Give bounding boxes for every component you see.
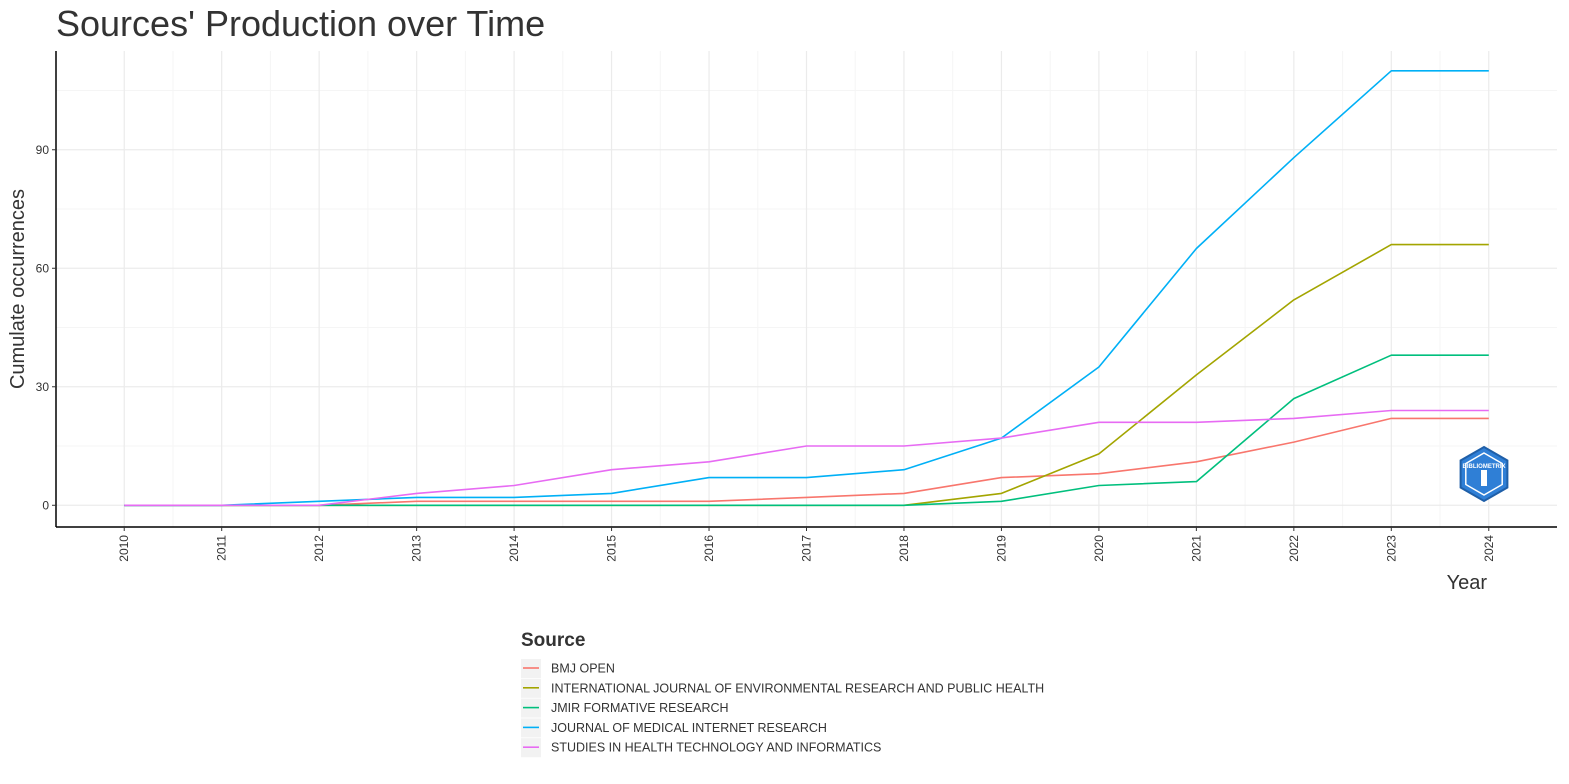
- x-tick-label: 2012: [312, 535, 326, 562]
- x-tick-label: 2023: [1384, 535, 1398, 562]
- x-tick-label: 2024: [1482, 535, 1496, 562]
- x-tick-label: 2020: [1092, 535, 1106, 562]
- x-tick-label: 2014: [507, 535, 521, 562]
- logo-inner-hexagon: [1465, 452, 1503, 496]
- x-tick-label: 2016: [702, 535, 716, 562]
- series-line-4: [124, 70, 1489, 507]
- x-tick-label: 2010: [117, 535, 131, 562]
- legend-label-2: INTERNATIONAL JOURNAL OF ENVIRONMENTAL R…: [551, 681, 1044, 695]
- series-line-3: [124, 354, 1489, 507]
- x-tick-label: 2018: [897, 535, 911, 562]
- legend-label-4: JOURNAL OF MEDICAL INTERNET RESEARCH: [551, 721, 827, 735]
- x-tick-label: 2022: [1287, 535, 1301, 562]
- y-tick-label: 90: [36, 143, 50, 157]
- series-line-5: [124, 409, 1489, 507]
- series-lines: [124, 70, 1489, 507]
- grid: [56, 51, 1557, 527]
- x-tick-label: 2019: [994, 535, 1008, 562]
- legend: Source BMJ OPEN INTERNATIONAL JOURNAL OF …: [521, 630, 1044, 758]
- legend-label-3: JMIR FORMATIVE RESEARCH: [551, 701, 729, 715]
- legend-label-1: BMJ OPEN: [551, 662, 615, 676]
- y-tick-label: 30: [36, 380, 50, 394]
- y-tick-label: 0: [42, 498, 49, 512]
- x-tick-label: 2021: [1189, 535, 1203, 562]
- x-tick-label: 2017: [800, 535, 814, 562]
- y-tick-label: 60: [36, 261, 50, 275]
- x-tick-label: 2011: [215, 535, 229, 561]
- legend-label-5: STUDIES IN HEALTH TECHNOLOGY AND INFORMA…: [551, 741, 881, 755]
- logo-tower-shape: [1481, 470, 1487, 486]
- legend-title: Source: [521, 630, 585, 651]
- series-line-1: [124, 417, 1489, 507]
- x-tick-label: 2015: [605, 535, 619, 562]
- x-axis-title: Year: [1447, 572, 1488, 594]
- axes: 0 30 60 90 2010 2011 2012 2013 2014 2015 2016 2017 2…: [7, 51, 1557, 594]
- y-axis-title: Cumulate occurrences: [7, 189, 29, 389]
- logo-text: BIBLIOMETRIX: [1463, 464, 1506, 470]
- x-tick-label: 2013: [410, 535, 424, 562]
- chart-title: Sources' Production over Time: [56, 3, 545, 44]
- bibliometrix-logo: BIBLIOMETRIX: [1459, 445, 1509, 503]
